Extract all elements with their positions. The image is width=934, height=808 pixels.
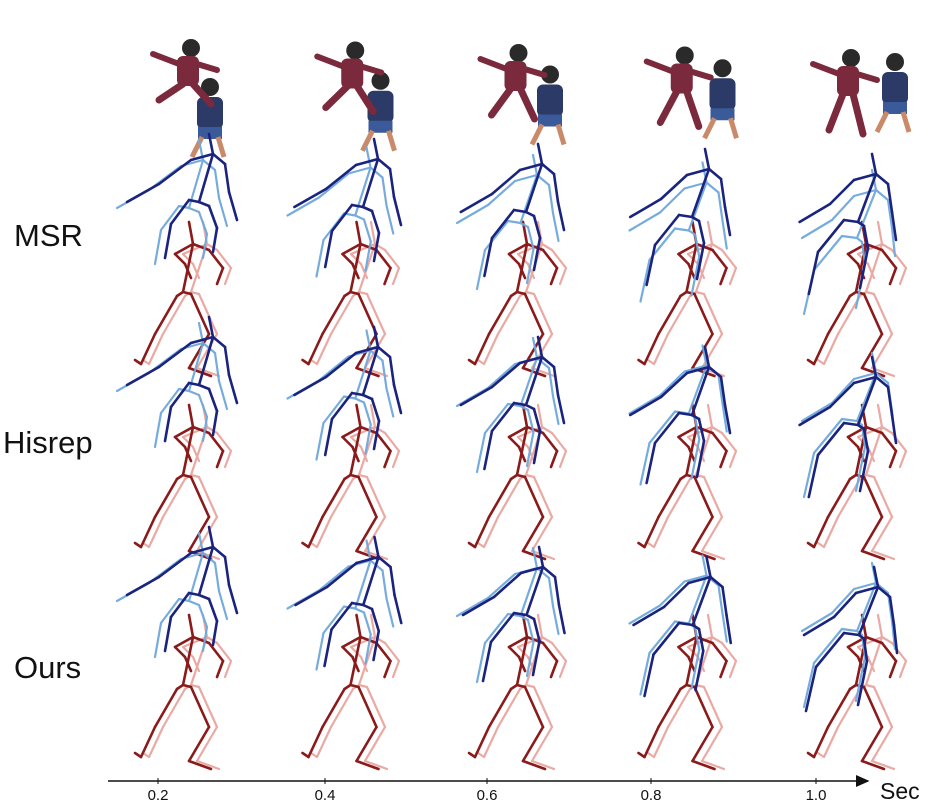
skeleton-grid [115,132,908,771]
skeleton-pair [115,525,239,771]
row-label-ours: Ours [14,650,82,685]
blue-prediction-skeleton [628,345,732,485]
time-tick-label: 0.6 [476,787,498,804]
blue-ground-truth-skeleton [286,146,395,278]
skeleton-pair [455,142,568,378]
photo-person-pair [150,39,227,159]
skeleton-pair [286,325,403,561]
blue-prediction-skeleton [459,335,566,471]
blue-prediction-skeleton [293,325,403,457]
row-label-hisrep: Hisrep [3,425,93,460]
blue-prediction-skeleton [632,555,733,698]
skeleton-pair [455,335,568,561]
blue-prediction-skeleton [125,525,239,653]
photo-person-pair [643,46,739,140]
row-label-msr: MSR [14,218,83,253]
blue-ground-truth-skeleton [286,329,395,461]
red-ground-truth-skeleton [141,403,233,561]
skeleton-pair [286,137,403,378]
red-ground-truth-skeleton [141,220,233,378]
blue-ground-truth-skeleton [455,153,560,291]
red-prediction-skeleton [467,220,559,378]
blue-prediction-skeleton [798,355,898,499]
red-prediction-skeleton [301,613,392,771]
red-prediction-skeleton [467,613,559,771]
red-prediction-skeleton [133,613,225,771]
blue-prediction-skeleton [802,565,899,713]
skeleton-pair [628,554,738,771]
skeleton-pair [798,152,908,378]
skeleton-pair [628,147,738,378]
red-ground-truth-skeleton [309,220,401,378]
skeleton-pair [455,545,568,771]
blue-prediction-skeleton [125,132,239,260]
blue-prediction-skeleton [125,315,239,443]
blue-ground-truth-skeleton [628,344,728,486]
photo-person-pair [477,44,567,146]
skeleton-pair [628,344,738,561]
red-prediction-skeleton [637,613,728,771]
skeleton-pair [800,561,908,771]
time-unit-label: Sec [880,778,920,804]
blue-prediction-skeleton [293,137,403,269]
skeleton-pair [115,315,239,561]
red-prediction-skeleton [133,403,225,561]
time-tick-label: 0.4 [314,787,336,804]
red-prediction-skeleton [806,613,898,771]
skeleton-pair [798,351,908,561]
photo-person-pair [314,41,397,152]
time-tick-label: 0.8 [640,787,662,804]
red-ground-truth-skeleton [476,613,568,771]
red-ground-truth-skeleton [141,613,233,771]
skeleton-pair [286,535,403,771]
red-ground-truth-skeleton [309,403,401,561]
skeleton-pair [115,132,239,378]
red-ground-truth-skeleton [816,613,908,771]
photo-person-pair [810,49,912,138]
blue-prediction-skeleton [628,147,732,287]
time-tick-label: 1.0 [805,787,827,804]
red-ground-truth-skeleton [646,220,738,378]
time-tick-label: 0.2 [147,787,169,804]
red-ground-truth-skeleton [476,403,568,561]
red-ground-truth-skeleton [309,613,401,771]
blue-prediction-skeleton [798,152,898,296]
photo-row [150,39,912,159]
blue-prediction-skeleton [461,545,566,683]
blue-prediction-skeleton [459,142,566,278]
blue-prediction-skeleton [294,535,403,668]
